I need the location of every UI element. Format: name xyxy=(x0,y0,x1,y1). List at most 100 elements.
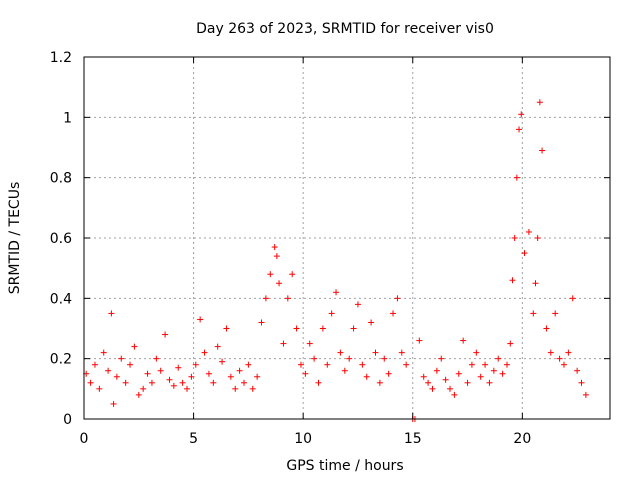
data-point xyxy=(390,310,397,317)
data-point xyxy=(227,373,234,380)
axis-tick-labels: 0 0.2 0.4 0.6 0.8 1 1.2 0 5 10 15 20 xyxy=(50,50,532,447)
data-point xyxy=(205,370,212,377)
data-point xyxy=(148,379,155,386)
data-point xyxy=(100,349,107,356)
data-point xyxy=(108,310,115,317)
data-point xyxy=(507,340,514,347)
data-point xyxy=(262,295,269,302)
data-point xyxy=(144,370,151,377)
data-point xyxy=(521,250,528,257)
data-point xyxy=(503,361,510,368)
x-tick-label: 15 xyxy=(404,431,422,447)
data-point xyxy=(280,340,287,347)
data-point xyxy=(271,244,278,251)
data-point xyxy=(442,376,449,383)
data-points xyxy=(83,99,589,422)
data-point xyxy=(232,385,239,392)
data-point xyxy=(122,379,129,386)
data-point xyxy=(556,355,563,362)
data-point xyxy=(236,367,243,374)
data-point xyxy=(297,361,304,368)
data-point xyxy=(135,391,142,398)
data-point xyxy=(319,325,326,332)
data-point xyxy=(460,337,467,344)
data-point xyxy=(110,400,117,407)
data-point xyxy=(240,379,247,386)
data-point xyxy=(201,349,208,356)
data-point xyxy=(284,295,291,302)
data-point xyxy=(223,325,230,332)
y-tick-label: 0.6 xyxy=(50,231,72,247)
data-point xyxy=(289,271,296,278)
data-point xyxy=(363,373,370,380)
x-tick-label: 5 xyxy=(189,431,198,447)
data-point xyxy=(302,370,309,377)
data-point xyxy=(477,373,484,380)
data-point xyxy=(166,376,173,383)
data-point xyxy=(582,391,589,398)
data-point xyxy=(403,361,410,368)
data-point xyxy=(245,361,252,368)
data-point xyxy=(170,382,177,389)
x-axis-label: GPS time / hours xyxy=(286,458,403,474)
data-point xyxy=(495,355,502,362)
data-point xyxy=(433,367,440,374)
data-point xyxy=(482,361,489,368)
data-point xyxy=(210,379,217,386)
data-point xyxy=(113,373,120,380)
data-point xyxy=(473,349,480,356)
data-point xyxy=(153,355,160,362)
x-tick-label: 0 xyxy=(80,431,89,447)
data-point xyxy=(350,325,357,332)
data-point xyxy=(372,349,379,356)
data-point xyxy=(578,379,585,386)
data-point xyxy=(381,355,388,362)
data-point xyxy=(214,343,221,350)
data-point xyxy=(276,280,283,287)
data-point xyxy=(328,310,335,317)
data-point xyxy=(464,379,471,386)
data-point xyxy=(219,358,226,365)
data-point xyxy=(516,126,523,133)
chart-title: Day 263 of 2023, SRMTID for receiver vis… xyxy=(196,21,494,37)
data-point xyxy=(359,361,366,368)
data-point xyxy=(346,355,353,362)
data-point xyxy=(509,277,516,284)
data-point xyxy=(499,370,506,377)
data-point xyxy=(311,355,318,362)
data-point xyxy=(368,319,375,326)
data-point xyxy=(429,385,436,392)
data-point xyxy=(451,391,458,398)
data-point xyxy=(420,373,427,380)
y-tick-label: 0.4 xyxy=(50,291,72,307)
data-point xyxy=(127,361,134,368)
data-point xyxy=(518,111,525,118)
data-point xyxy=(447,385,454,392)
data-point xyxy=(91,361,98,368)
data-point xyxy=(337,349,344,356)
data-point xyxy=(536,99,543,106)
data-point xyxy=(162,331,169,338)
data-point xyxy=(118,355,125,362)
y-tick-label: 1.2 xyxy=(50,50,72,66)
data-point xyxy=(87,379,94,386)
y-tick-label: 0.2 xyxy=(50,352,72,368)
data-point xyxy=(157,367,164,374)
data-point xyxy=(394,295,401,302)
y-tick-label: 0.8 xyxy=(50,171,72,187)
data-point xyxy=(273,253,280,260)
data-point xyxy=(376,379,383,386)
data-point xyxy=(197,316,204,323)
data-point xyxy=(569,295,576,302)
x-tick-label: 10 xyxy=(294,431,312,447)
data-point xyxy=(179,379,186,386)
data-point xyxy=(105,367,112,374)
data-point xyxy=(175,364,182,371)
data-point xyxy=(565,349,572,356)
data-point xyxy=(184,385,191,392)
data-point xyxy=(131,343,138,350)
data-point xyxy=(543,325,550,332)
data-point xyxy=(258,319,265,326)
plot-frame xyxy=(83,56,611,420)
data-point xyxy=(96,385,103,392)
